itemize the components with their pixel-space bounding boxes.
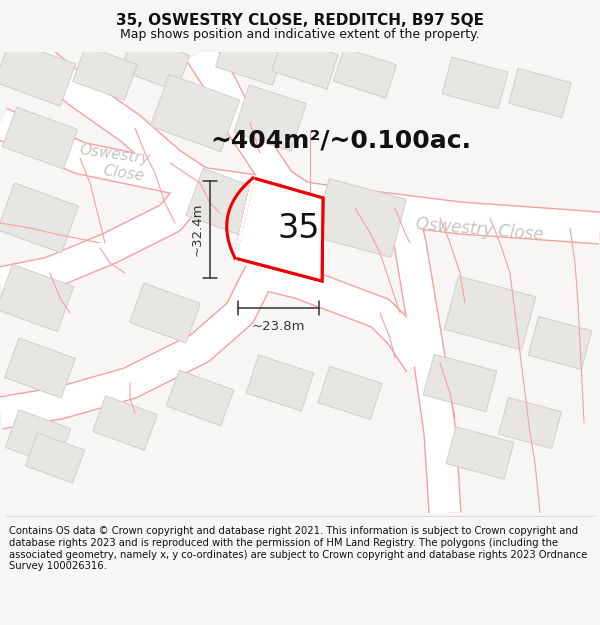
Text: Oswestry Close: Oswestry Close — [415, 216, 544, 244]
Polygon shape — [26, 433, 85, 483]
Polygon shape — [234, 85, 306, 151]
Polygon shape — [509, 69, 571, 118]
Polygon shape — [446, 427, 514, 479]
Polygon shape — [73, 46, 137, 100]
Polygon shape — [151, 74, 239, 152]
Polygon shape — [272, 37, 338, 89]
Polygon shape — [235, 178, 323, 281]
Polygon shape — [186, 168, 264, 238]
Polygon shape — [444, 276, 536, 350]
Text: Oswestry: Oswestry — [78, 142, 151, 168]
Text: ~404m²/~0.100ac.: ~404m²/~0.100ac. — [210, 128, 471, 152]
Polygon shape — [423, 354, 497, 412]
Polygon shape — [235, 178, 323, 281]
Polygon shape — [130, 283, 200, 343]
Polygon shape — [5, 410, 71, 466]
Text: Map shows position and indicative extent of the property.: Map shows position and indicative extent… — [120, 28, 480, 41]
Text: Close: Close — [102, 162, 145, 183]
Text: Contains OS data © Crown copyright and database right 2021. This information is : Contains OS data © Crown copyright and d… — [9, 526, 587, 571]
Polygon shape — [0, 40, 76, 106]
Polygon shape — [314, 179, 406, 258]
Text: ~32.4m: ~32.4m — [191, 202, 204, 256]
Polygon shape — [528, 317, 592, 369]
Polygon shape — [0, 183, 79, 253]
Polygon shape — [215, 31, 284, 86]
Polygon shape — [334, 48, 397, 98]
Text: ~23.8m: ~23.8m — [252, 320, 305, 333]
Polygon shape — [2, 107, 78, 169]
Polygon shape — [318, 366, 382, 419]
Polygon shape — [499, 398, 562, 449]
Text: 35, OSWESTRY CLOSE, REDDITCH, B97 5QE: 35, OSWESTRY CLOSE, REDDITCH, B97 5QE — [116, 13, 484, 28]
Polygon shape — [5, 338, 76, 398]
Polygon shape — [92, 396, 157, 450]
Polygon shape — [166, 370, 234, 426]
Polygon shape — [442, 57, 508, 109]
Polygon shape — [121, 35, 190, 91]
Polygon shape — [246, 355, 314, 411]
Text: 35: 35 — [277, 213, 320, 245]
Polygon shape — [0, 264, 74, 332]
